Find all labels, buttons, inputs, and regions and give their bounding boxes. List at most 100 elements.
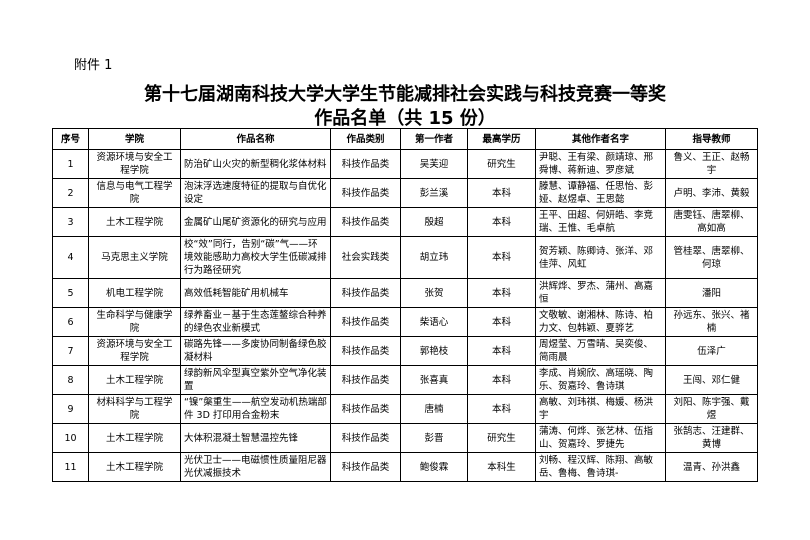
table-cell: 本科: [467, 236, 536, 279]
column-header: 指导教师: [665, 128, 758, 150]
table-cell: 9: [52, 394, 89, 424]
table-cell: 研究生: [467, 149, 536, 179]
table-cell: 卢明、李沛、黄毅: [665, 178, 758, 208]
table-cell: 管桂翠、唐翠柳、何琼: [665, 236, 758, 279]
table-cell: 殷超: [400, 207, 468, 237]
table-cell: 社会实践类: [330, 236, 401, 279]
table-cell: 防治矿山火灾的新型稠化浆体材料: [180, 149, 331, 179]
table-cell: 彭兰溪: [400, 178, 468, 208]
table-row: 10 土木工程学院 大体积混凝土智慧温控先锋 科技作品类 彭晋 研究生 蒲涛、何烨、张艺林、…: [52, 423, 758, 453]
table-cell: 鲍俊霖: [400, 452, 468, 482]
table-cell: 机电工程学院: [88, 278, 181, 308]
table-cell: 6: [52, 307, 89, 337]
table-cell: 7: [52, 336, 89, 366]
table-body: 1 资源环境与安全工程学院 防治矿山火灾的新型稠化浆体材料 科技作品类 吴芙迎 研究生 尹聪…: [52, 149, 758, 482]
column-header: 序号: [52, 128, 89, 150]
table-cell: 王平、田超、何妍皓、李竞瑞、王惟、毛卓航: [535, 207, 666, 237]
table-cell: 吴芙迎: [400, 149, 468, 179]
table-cell: 滕慧、谭静福、任思怡、彭娅、赵煜卓、王思懿: [535, 178, 666, 208]
table-cell: 鲁义、王正、赵畅宇: [665, 149, 758, 179]
table-cell: 研究生: [467, 423, 536, 453]
table-cell: 科技作品类: [330, 365, 401, 395]
table-cell: 马克思主义学院: [88, 236, 181, 279]
table-cell: 刘畅、程汉辉、陈翔、高敏岳、鲁梅、鲁诗琪-: [535, 452, 666, 482]
table-cell: 校“效”同行，告别“碳”气——环境效能感助力高校大学生低碳减排行为路径研究: [180, 236, 331, 279]
table-cell: 4: [52, 236, 89, 279]
table-cell: 本科: [467, 394, 536, 424]
table-cell: 3: [52, 207, 89, 237]
table-cell: 光伏卫士——电磁惯性质量阻尼器光伏减振技术: [180, 452, 331, 482]
table-cell: 伍泽广: [665, 336, 758, 366]
table-cell: 本科: [467, 278, 536, 308]
table-cell: 唐雯钰、唐翠柳、高如高: [665, 207, 758, 237]
table-cell: 土木工程学院: [88, 207, 181, 237]
table-cell: 金属矿山尾矿资源化的研究与应用: [180, 207, 331, 237]
table-cell: 郭艳枝: [400, 336, 468, 366]
table-cell: 高效低耗智能矿用机械车: [180, 278, 331, 308]
table-cell: 碳路先锋——多废协同制备绿色胶凝材料: [180, 336, 331, 366]
table-cell: 孙远东、张兴、褚楠: [665, 307, 758, 337]
table-cell: 张喜真: [400, 365, 468, 395]
table-cell: 科技作品类: [330, 207, 401, 237]
award-table: 序号 学院 作品名称 作品类别 第一作者 最高学历 其他作者名字 指导教师 1 资源环境与安全工…: [52, 128, 758, 482]
table-row: 8 土木工程学院 绿韵新风伞型真空紫外空气净化装置 科技作品类 张喜真 本科 李成、肖婉欣、…: [52, 365, 758, 395]
column-header: 其他作者名字: [535, 128, 666, 150]
title: 第十七届湖南科技大学大学生节能减排社会实践与科技竞赛一等奖: [144, 84, 666, 105]
table-cell: 蒲涛、何烨、张艺林、伍指山、贺嘉玲、罗捷先: [535, 423, 666, 453]
table-cell: 绿养畜业－基于生态莲鳌综合种养的绿色农业新模式: [180, 307, 331, 337]
table-cell: 土木工程学院: [88, 423, 181, 453]
table-cell: 周煜莹、万雪晴、吴奕俊、简雨晨: [535, 336, 666, 366]
column-header: 最高学历: [467, 128, 536, 150]
column-header: 作品类别: [330, 128, 401, 150]
table-cell: 本科: [467, 365, 536, 395]
table-cell: 洪辉烨、罗杰、蒲州、高嘉恒: [535, 278, 666, 308]
table-cell: 科技作品类: [330, 149, 401, 179]
table-cell: 资源环境与安全工程学院: [88, 336, 181, 366]
table-cell: 泡沫浮选速度特征的提取与自优化设定: [180, 178, 331, 208]
subtitle: 作品名单（共 15 份）: [314, 108, 496, 129]
table-cell: “镍”槃重生——航空发动机热端部件 3D 打印用合金粉末: [180, 394, 331, 424]
table-cell: 潘阳: [665, 278, 758, 308]
table-cell: 刘阳、陈宇强、戴煜: [665, 394, 758, 424]
table-cell: 科技作品类: [330, 452, 401, 482]
table-cell: 信息与电气工程学院: [88, 178, 181, 208]
table-cell: 科技作品类: [330, 278, 401, 308]
header-row: 序号 学院 作品名称 作品类别 第一作者 最高学历 其他作者名字 指导教师: [52, 128, 758, 150]
table-cell: 科技作品类: [330, 307, 401, 337]
table-cell: 材料科学与工程学院: [88, 394, 181, 424]
table-cell: 贺芳颖、陈卿诗、张洋、邓佳萍、风虹: [535, 236, 666, 279]
table-row: 7 资源环境与安全工程学院 碳路先锋——多废协同制备绿色胶凝材料 科技作品类 郭艳枝 本科…: [52, 336, 758, 366]
table-cell: 李成、肖婉欣、高瑶晓、陶乐、贺嘉玲、鲁诗琪: [535, 365, 666, 395]
table-row: 1 资源环境与安全工程学院 防治矿山火灾的新型稠化浆体材料 科技作品类 吴芙迎 研究生 尹聪…: [52, 149, 758, 179]
table-cell: 高敏、刘玮祺、梅媛、杨洪宇: [535, 394, 666, 424]
table-cell: 文敬敏、谢湘林、陈诗、柏力文、包韩颖、夏骅艺: [535, 307, 666, 337]
table-cell: 科技作品类: [330, 394, 401, 424]
column-header: 作品名称: [180, 128, 331, 150]
table-row: 2 信息与电气工程学院 泡沫浮选速度特征的提取与自优化设定 科技作品类 彭兰溪 本科 滕慧、…: [52, 178, 758, 208]
table-row: 4 马克思主义学院 校“效”同行，告别“碳”气——环境效能感助力高校大学生低碳减排行…: [52, 236, 758, 279]
table-cell: 柴语心: [400, 307, 468, 337]
table-cell: 本科: [467, 178, 536, 208]
table-row: 11 土木工程学院 光伏卫士——电磁惯性质量阻尼器光伏减振技术 科技作品类 鲍俊霖 本科生…: [52, 452, 758, 482]
column-header: 学院: [88, 128, 181, 150]
table-row: 9 材料科学与工程学院 “镍”槃重生——航空发动机热端部件 3D 打印用合金粉末 科技…: [52, 394, 758, 424]
table-row: 5 机电工程学院 高效低耗智能矿用机械车 科技作品类 张贺 本科 洪辉烨、罗杰、蒲州、高嘉恒…: [52, 278, 758, 308]
table-cell: 本科: [467, 207, 536, 237]
table-cell: 生命科学与健康学院: [88, 307, 181, 337]
table-cell: 本科: [467, 307, 536, 337]
table-cell: 本科: [467, 336, 536, 366]
table-cell: 11: [52, 452, 89, 482]
table-cell: 10: [52, 423, 89, 453]
table-cell: 彭晋: [400, 423, 468, 453]
table-cell: 张鹄志、汪建群、黄博: [665, 423, 758, 453]
table-cell: 王闯、邓仁健: [665, 365, 758, 395]
table-row: 6 生命科学与健康学院 绿养畜业－基于生态莲鳌综合种养的绿色农业新模式 科技作品类 柴语…: [52, 307, 758, 337]
table-cell: 大体积混凝土智慧温控先锋: [180, 423, 331, 453]
table-cell: 绿韵新风伞型真空紫外空气净化装置: [180, 365, 331, 395]
table-cell: 科技作品类: [330, 178, 401, 208]
table-row: 3 土木工程学院 金属矿山尾矿资源化的研究与应用 科技作品类 殷超 本科 王平、田超、何妍皓…: [52, 207, 758, 237]
table-cell: 资源环境与安全工程学院: [88, 149, 181, 179]
table-cell: 胡立玮: [400, 236, 468, 279]
table-cell: 张贺: [400, 278, 468, 308]
